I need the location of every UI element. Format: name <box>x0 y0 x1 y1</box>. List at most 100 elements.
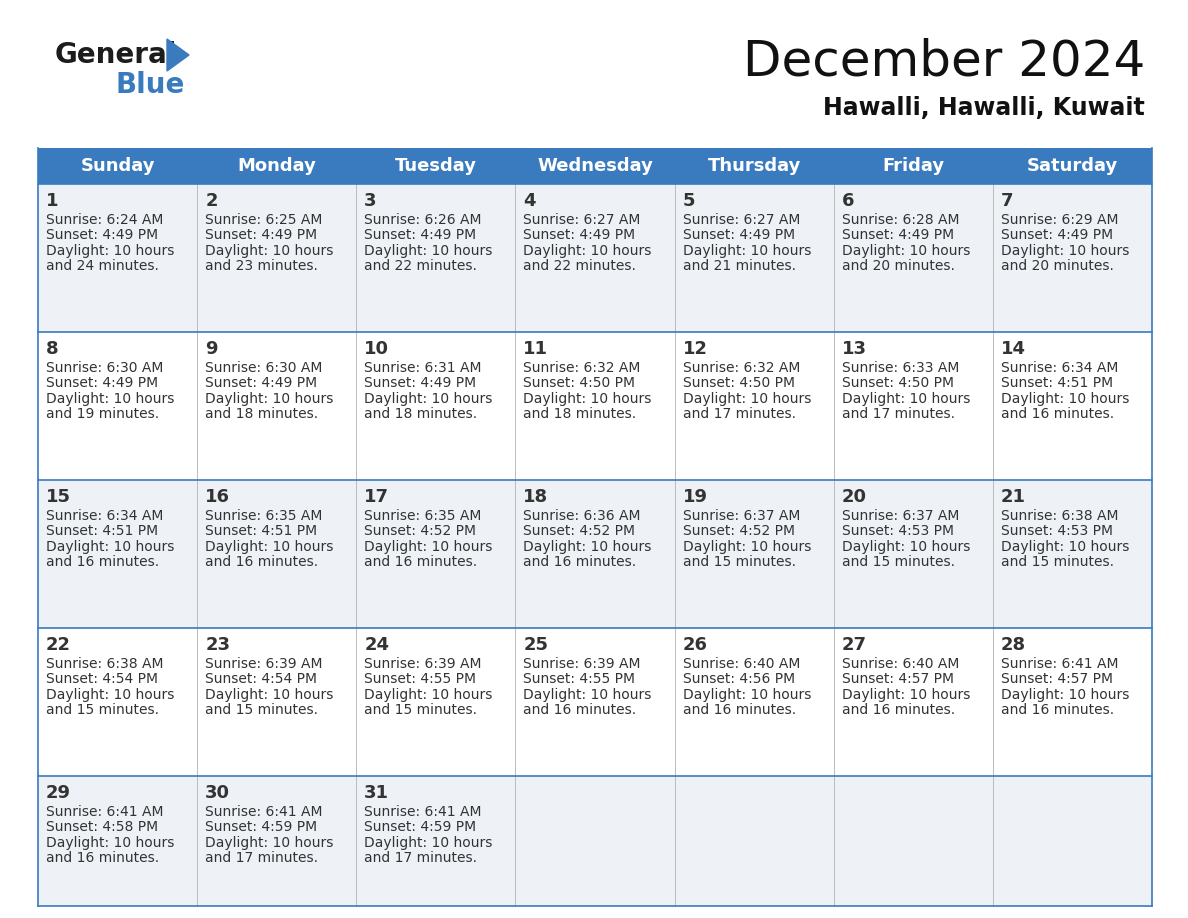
Bar <box>38 148 1152 184</box>
Text: Hawalli, Hawalli, Kuwait: Hawalli, Hawalli, Kuwait <box>823 96 1145 120</box>
Text: Daylight: 10 hours: Daylight: 10 hours <box>1000 688 1130 701</box>
Text: and 18 minutes.: and 18 minutes. <box>524 408 637 421</box>
Text: Sunset: 4:51 PM: Sunset: 4:51 PM <box>46 524 158 538</box>
Text: Sunrise: 6:38 AM: Sunrise: 6:38 AM <box>1000 509 1118 522</box>
Bar <box>38 628 1152 776</box>
Text: Sunrise: 6:27 AM: Sunrise: 6:27 AM <box>683 213 800 227</box>
Text: and 16 minutes.: and 16 minutes. <box>524 555 637 569</box>
Text: Sunrise: 6:25 AM: Sunrise: 6:25 AM <box>206 213 322 227</box>
Text: and 21 minutes.: and 21 minutes. <box>683 259 796 274</box>
Text: 24: 24 <box>365 636 390 654</box>
Text: Sunrise: 6:24 AM: Sunrise: 6:24 AM <box>46 213 164 227</box>
Text: Sunset: 4:55 PM: Sunset: 4:55 PM <box>365 672 476 687</box>
Text: Sunset: 4:53 PM: Sunset: 4:53 PM <box>842 524 954 538</box>
Text: Sunset: 4:55 PM: Sunset: 4:55 PM <box>524 672 636 687</box>
Text: 23: 23 <box>206 636 230 654</box>
Text: 12: 12 <box>683 340 708 358</box>
Text: Sunrise: 6:39 AM: Sunrise: 6:39 AM <box>365 656 482 671</box>
Text: Saturday: Saturday <box>1026 157 1118 175</box>
Text: and 15 minutes.: and 15 minutes. <box>46 703 159 717</box>
Text: 4: 4 <box>524 192 536 210</box>
Text: Sunset: 4:57 PM: Sunset: 4:57 PM <box>1000 672 1113 687</box>
Text: 18: 18 <box>524 488 549 506</box>
Text: Daylight: 10 hours: Daylight: 10 hours <box>46 835 175 850</box>
Text: 8: 8 <box>46 340 58 358</box>
Text: Sunset: 4:49 PM: Sunset: 4:49 PM <box>46 376 158 390</box>
Text: 11: 11 <box>524 340 549 358</box>
Text: Daylight: 10 hours: Daylight: 10 hours <box>524 244 652 258</box>
Text: Sunrise: 6:27 AM: Sunrise: 6:27 AM <box>524 213 640 227</box>
Text: Daylight: 10 hours: Daylight: 10 hours <box>683 244 811 258</box>
Text: Daylight: 10 hours: Daylight: 10 hours <box>524 688 652 701</box>
Text: Daylight: 10 hours: Daylight: 10 hours <box>206 392 334 406</box>
Text: 22: 22 <box>46 636 71 654</box>
Text: Daylight: 10 hours: Daylight: 10 hours <box>46 392 175 406</box>
Text: 14: 14 <box>1000 340 1026 358</box>
Text: and 16 minutes.: and 16 minutes. <box>206 555 318 569</box>
Text: and 15 minutes.: and 15 minutes. <box>206 703 318 717</box>
Text: Sunset: 4:59 PM: Sunset: 4:59 PM <box>365 821 476 834</box>
Text: Sunrise: 6:41 AM: Sunrise: 6:41 AM <box>365 805 482 819</box>
Text: Sunset: 4:57 PM: Sunset: 4:57 PM <box>842 672 954 687</box>
Text: Sunset: 4:52 PM: Sunset: 4:52 PM <box>683 524 795 538</box>
Text: Sunday: Sunday <box>81 157 154 175</box>
Text: 20: 20 <box>842 488 867 506</box>
Text: Sunset: 4:49 PM: Sunset: 4:49 PM <box>365 229 476 242</box>
Text: and 20 minutes.: and 20 minutes. <box>1000 259 1113 274</box>
Text: and 23 minutes.: and 23 minutes. <box>206 259 318 274</box>
Text: 5: 5 <box>683 192 695 210</box>
Text: Wednesday: Wednesday <box>537 157 653 175</box>
Text: and 15 minutes.: and 15 minutes. <box>683 555 796 569</box>
Text: Daylight: 10 hours: Daylight: 10 hours <box>842 540 971 554</box>
Text: Sunrise: 6:35 AM: Sunrise: 6:35 AM <box>365 509 481 522</box>
Text: 19: 19 <box>683 488 708 506</box>
Text: Daylight: 10 hours: Daylight: 10 hours <box>524 392 652 406</box>
Text: Sunrise: 6:29 AM: Sunrise: 6:29 AM <box>1000 213 1118 227</box>
Text: Sunset: 4:52 PM: Sunset: 4:52 PM <box>365 524 476 538</box>
Text: Daylight: 10 hours: Daylight: 10 hours <box>365 835 493 850</box>
Text: 15: 15 <box>46 488 71 506</box>
Text: Sunset: 4:49 PM: Sunset: 4:49 PM <box>206 229 317 242</box>
Text: Sunset: 4:50 PM: Sunset: 4:50 PM <box>683 376 795 390</box>
Text: and 17 minutes.: and 17 minutes. <box>206 851 318 866</box>
Text: and 15 minutes.: and 15 minutes. <box>1000 555 1114 569</box>
Text: Sunset: 4:54 PM: Sunset: 4:54 PM <box>46 672 158 687</box>
Text: Blue: Blue <box>115 71 184 99</box>
Text: Daylight: 10 hours: Daylight: 10 hours <box>1000 392 1130 406</box>
Text: and 16 minutes.: and 16 minutes. <box>842 703 955 717</box>
Text: Daylight: 10 hours: Daylight: 10 hours <box>365 688 493 701</box>
Text: Daylight: 10 hours: Daylight: 10 hours <box>1000 540 1130 554</box>
Text: Sunset: 4:59 PM: Sunset: 4:59 PM <box>206 821 317 834</box>
Bar <box>38 776 1152 906</box>
Text: and 24 minutes.: and 24 minutes. <box>46 259 159 274</box>
Text: 31: 31 <box>365 784 390 802</box>
Text: 3: 3 <box>365 192 377 210</box>
Text: Daylight: 10 hours: Daylight: 10 hours <box>206 688 334 701</box>
Text: Sunrise: 6:38 AM: Sunrise: 6:38 AM <box>46 656 164 671</box>
Text: Daylight: 10 hours: Daylight: 10 hours <box>365 540 493 554</box>
Text: and 17 minutes.: and 17 minutes. <box>683 408 796 421</box>
Text: 13: 13 <box>842 340 867 358</box>
Text: Daylight: 10 hours: Daylight: 10 hours <box>206 244 334 258</box>
Text: Sunset: 4:49 PM: Sunset: 4:49 PM <box>683 229 795 242</box>
Text: Sunrise: 6:31 AM: Sunrise: 6:31 AM <box>365 361 482 375</box>
Text: and 22 minutes.: and 22 minutes. <box>524 259 637 274</box>
Text: Daylight: 10 hours: Daylight: 10 hours <box>683 392 811 406</box>
Text: 25: 25 <box>524 636 549 654</box>
Text: Daylight: 10 hours: Daylight: 10 hours <box>683 540 811 554</box>
Text: Sunset: 4:49 PM: Sunset: 4:49 PM <box>524 229 636 242</box>
Text: December 2024: December 2024 <box>742 38 1145 86</box>
Text: 26: 26 <box>683 636 708 654</box>
Text: Sunset: 4:58 PM: Sunset: 4:58 PM <box>46 821 158 834</box>
Text: Sunrise: 6:39 AM: Sunrise: 6:39 AM <box>206 656 323 671</box>
Text: Sunset: 4:50 PM: Sunset: 4:50 PM <box>842 376 954 390</box>
Text: Sunset: 4:49 PM: Sunset: 4:49 PM <box>206 376 317 390</box>
Text: 16: 16 <box>206 488 230 506</box>
Text: Sunset: 4:49 PM: Sunset: 4:49 PM <box>1000 229 1113 242</box>
Text: 10: 10 <box>365 340 390 358</box>
Text: and 16 minutes.: and 16 minutes. <box>46 851 159 866</box>
Bar <box>38 184 1152 332</box>
Text: Sunset: 4:52 PM: Sunset: 4:52 PM <box>524 524 636 538</box>
Text: Daylight: 10 hours: Daylight: 10 hours <box>842 392 971 406</box>
Text: and 18 minutes.: and 18 minutes. <box>365 408 478 421</box>
